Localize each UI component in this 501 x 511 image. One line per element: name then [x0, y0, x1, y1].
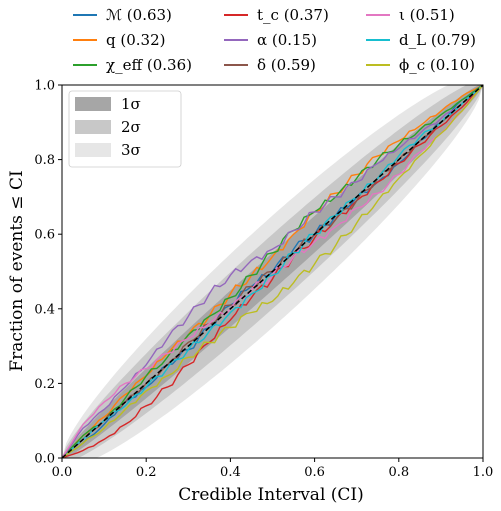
legend-entry: ℳ (0.63) — [106, 6, 172, 24]
band-legend-label: 1σ — [121, 95, 141, 113]
y-axis-label: Fraction of events ≤ CI — [7, 170, 27, 371]
y-tick-label: 1.0 — [34, 79, 55, 94]
band-legend-swatch — [75, 120, 111, 134]
legend-entry: χ_eff (0.36) — [106, 56, 192, 74]
x-tick-label: 0.0 — [52, 465, 73, 480]
series-line-3 — [61, 84, 484, 459]
x-tick-label: 0.2 — [136, 465, 157, 480]
legend-entry: q (0.32) — [106, 31, 165, 49]
legend-entry: d_L (0.79) — [399, 31, 476, 49]
legend-entry: δ (0.59) — [257, 56, 316, 74]
x-tick-label: 1.0 — [473, 465, 494, 480]
legend-entry: ι (0.51) — [399, 6, 455, 24]
x-tick-label: 0.6 — [304, 465, 325, 480]
series-line-8 — [61, 84, 484, 459]
band-legend: 1σ 2σ 3σ — [68, 90, 182, 168]
y-tick-label: 0.6 — [34, 228, 55, 243]
y-tick-label: 0.8 — [34, 153, 55, 168]
legend-entry: α (0.15) — [257, 31, 317, 49]
x-axis-label: Credible Interval (CI) — [178, 485, 364, 505]
x-tick-label: 0.8 — [388, 465, 409, 480]
band-legend-swatch — [75, 97, 111, 111]
series-line-7 — [61, 84, 484, 459]
plot-border — [61, 84, 484, 459]
diagonal-line — [61, 84, 484, 459]
series-legend: ℳ (0.63) q (0.32) χ_eff (0.36) t_c (0.37) α … — [73, 6, 476, 74]
plot-frame — [61, 84, 484, 459]
band-legend-label: 2σ — [121, 118, 141, 136]
legend-entry: t_c (0.37) — [257, 6, 329, 24]
series-line-2 — [61, 84, 484, 459]
band-legend-swatch — [75, 143, 111, 157]
diagonal-reference — [61, 84, 484, 459]
y-tick-label: 0.2 — [34, 377, 55, 392]
band-legend-label: 3σ — [121, 141, 141, 159]
x-tick-label: 0.4 — [220, 465, 241, 480]
y-tick-label: 0.4 — [34, 302, 55, 317]
y-tick-label: 0.0 — [34, 452, 55, 467]
legend-entry: ϕ_c (0.10) — [399, 56, 475, 74]
axis-ticks: 0.0 0.2 0.4 0.6 0.8 1.0 0.0 0.2 0.4 0.6 0.8 1.0 — [34, 79, 493, 481]
